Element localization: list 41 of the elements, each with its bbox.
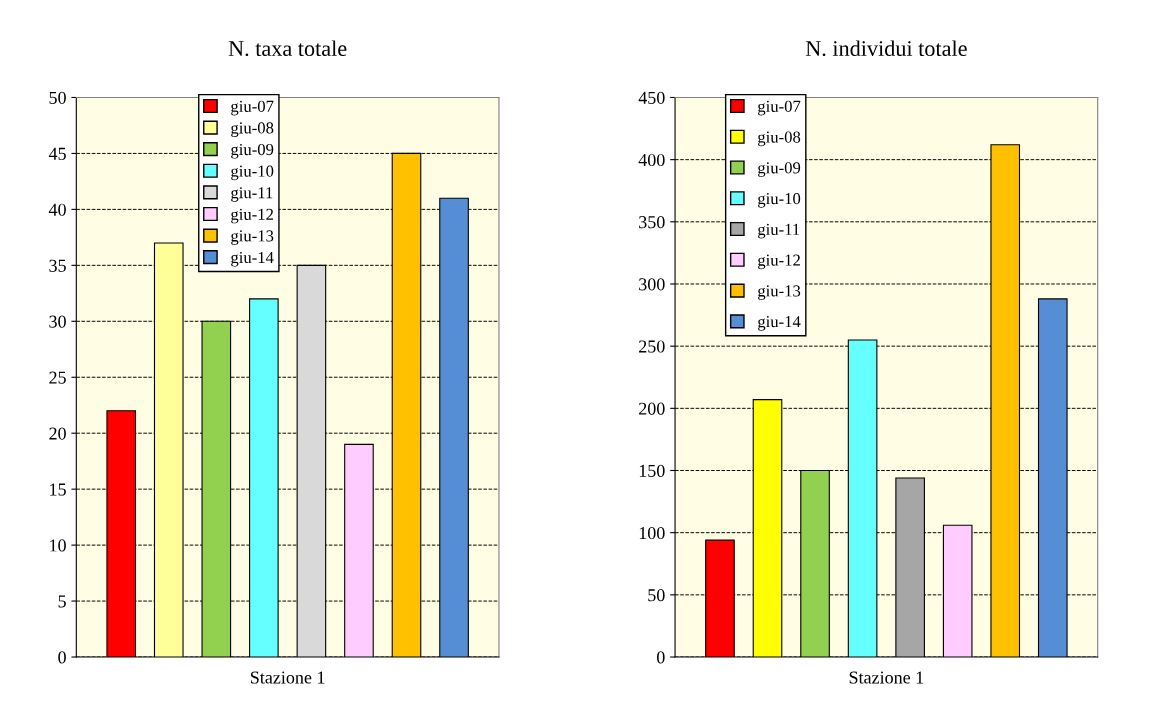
y-tick-label: 20 — [49, 427, 66, 440]
y-tick-label: 5 — [58, 595, 66, 608]
y-tick-label: 0 — [58, 651, 66, 664]
legend-label: giu-13 — [231, 230, 274, 245]
legend-label: giu-14 — [231, 251, 274, 267]
legend-label: giu-11 — [758, 223, 800, 239]
chart-title: N. individui totale — [805, 40, 967, 57]
y-tick-label: 50 — [49, 91, 66, 104]
y-tick-label: 10 — [50, 539, 66, 552]
legend-label: giu-10 — [231, 165, 274, 181]
y-tick-label: 100 — [639, 526, 665, 540]
legend-label: giu-13 — [758, 285, 801, 300]
y-tick-label: 50 — [648, 589, 665, 602]
y-tick-label: 40 — [48, 203, 66, 216]
y-tick-label: 400 — [638, 153, 665, 167]
y-tick-label: 200 — [639, 402, 665, 415]
legend-label: giu-14 — [758, 316, 801, 331]
legend-label: giu-12 — [758, 254, 800, 270]
x-tick-label: Stazione 1 — [250, 671, 325, 684]
y-tick-label: 350 — [639, 216, 665, 229]
y-tick-label: 35 — [49, 259, 66, 272]
y-tick-label: 0 — [656, 651, 665, 664]
legend-label: giu-12 — [231, 208, 274, 224]
x-tick-label: Stazione 1 — [849, 671, 924, 684]
chart-title: N. taxa totale — [228, 40, 347, 57]
legend-label: giu-11 — [231, 187, 273, 202]
y-tick-label: 30 — [49, 315, 66, 328]
y-tick-label: 250 — [639, 340, 665, 353]
y-tick-label: 300 — [639, 278, 665, 291]
y-tick-label: 25 — [49, 371, 66, 384]
y-tick-label: 15 — [50, 483, 66, 496]
y-tick-label: 150 — [639, 464, 665, 477]
legend-label: giu-07 — [758, 100, 801, 116]
y-tick-label: 45 — [48, 147, 66, 160]
legend-label: giu-10 — [758, 192, 801, 208]
legend-label: giu-07 — [231, 100, 274, 116]
legend-label: giu-08 — [758, 131, 801, 147]
legend-label: giu-09 — [758, 162, 801, 177]
legend-label: giu-08 — [231, 122, 274, 137]
y-tick-label: 450 — [638, 91, 665, 104]
legend-label: giu-09 — [231, 143, 274, 159]
